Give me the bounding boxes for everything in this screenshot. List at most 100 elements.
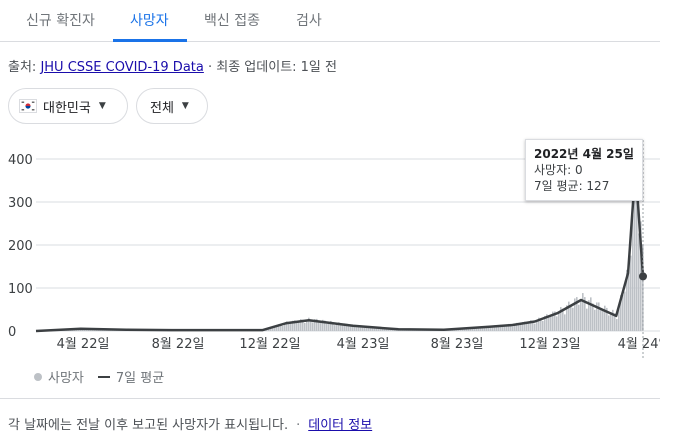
daily-bar bbox=[370, 327, 372, 331]
daily-bar bbox=[302, 319, 304, 331]
y-tick-label: 100 bbox=[8, 282, 33, 297]
daily-bar bbox=[592, 303, 594, 331]
daily-bar bbox=[282, 325, 284, 331]
daily-bar bbox=[286, 321, 288, 331]
daily-bar bbox=[488, 326, 490, 331]
daily-bar bbox=[318, 321, 320, 331]
tooltip-date: 2022년 4월 25일 bbox=[534, 147, 634, 161]
daily-bar bbox=[520, 324, 522, 331]
daily-bar bbox=[530, 320, 532, 331]
daily-bar bbox=[342, 325, 344, 331]
y-tick-label: 0 bbox=[8, 325, 16, 340]
tab-new-cases[interactable]: 신규 확진자 bbox=[26, 13, 95, 29]
daily-bar bbox=[566, 305, 568, 331]
daily-bar bbox=[624, 291, 626, 331]
daily-bar bbox=[338, 322, 340, 331]
x-tick-label: 8월 22일 bbox=[152, 337, 205, 352]
source-prefix: 출처: bbox=[8, 60, 41, 75]
daily-bar bbox=[460, 329, 462, 331]
daily-bar bbox=[306, 319, 308, 331]
daily-bar bbox=[332, 322, 334, 331]
daily-bar bbox=[510, 324, 512, 331]
daily-bar bbox=[386, 328, 388, 331]
daily-bar bbox=[600, 309, 602, 331]
daily-bar bbox=[308, 317, 310, 331]
daily-bar bbox=[546, 314, 548, 331]
daily-bar bbox=[376, 326, 378, 331]
region-dropdown[interactable]: 대한민국 ▼ bbox=[8, 88, 128, 124]
active-tab-indicator bbox=[113, 39, 187, 42]
footer-text: 각 날짜에는 전날 이후 보고된 사망자가 표시됩니다. bbox=[8, 418, 289, 433]
daily-bar bbox=[294, 320, 296, 331]
daily-bar bbox=[296, 322, 298, 331]
tab-vaccinations[interactable]: 백신 접종 bbox=[204, 13, 260, 29]
daily-bar bbox=[534, 323, 536, 331]
daily-bar bbox=[348, 325, 350, 331]
daily-bar bbox=[284, 322, 286, 331]
hover-point bbox=[639, 272, 647, 281]
daily-bar bbox=[334, 325, 336, 331]
deaths-chart[interactable]: 0 100 200 300 400 4월 22일 8월 22일 12월 22일 4월 23일 8… bbox=[0, 140, 660, 360]
daily-bar bbox=[354, 325, 356, 331]
daily-bar bbox=[290, 323, 292, 331]
range-dropdown[interactable]: 전체 ▼ bbox=[136, 88, 208, 124]
daily-bar bbox=[586, 308, 588, 331]
daily-bar bbox=[490, 327, 492, 331]
daily-bar bbox=[550, 316, 552, 331]
daily-bar bbox=[506, 325, 508, 331]
daily-bar bbox=[526, 323, 528, 331]
daily-bar bbox=[274, 327, 276, 331]
daily-bar bbox=[346, 323, 348, 331]
x-tick-label: 4월 22일 bbox=[57, 337, 110, 352]
daily-bar bbox=[310, 319, 312, 331]
tab-tests[interactable]: 검사 bbox=[296, 13, 322, 29]
legend-average: 7일 평균 bbox=[115, 371, 165, 386]
daily-bar bbox=[500, 324, 502, 331]
tab-deaths[interactable]: 사망자 bbox=[130, 13, 169, 29]
tooltip-average: 7일 평균: 127 bbox=[534, 179, 610, 193]
daily-bar bbox=[270, 327, 272, 331]
source-line: 출처: JHU CSSE COVID-19 Data · 최종 업데이트: 1일… bbox=[8, 56, 337, 75]
daily-bar bbox=[366, 326, 368, 331]
daily-bar bbox=[572, 307, 574, 331]
daily-bar bbox=[596, 302, 598, 331]
daily-bar bbox=[328, 322, 330, 331]
chevron-down-icon: ▼ bbox=[181, 101, 189, 111]
daily-bar bbox=[594, 309, 596, 331]
daily-bar bbox=[340, 324, 342, 331]
daily-bar bbox=[630, 255, 632, 331]
footer-separator: · bbox=[296, 418, 301, 433]
daily-bar bbox=[584, 297, 586, 331]
daily-bar bbox=[582, 293, 584, 331]
daily-bar bbox=[522, 322, 524, 331]
data-info-link[interactable]: 데이터 정보 bbox=[308, 418, 373, 433]
daily-bar bbox=[568, 301, 570, 331]
daily-bar bbox=[632, 215, 634, 331]
daily-bar bbox=[482, 327, 484, 331]
daily-bar bbox=[350, 325, 352, 331]
daily-bar bbox=[612, 309, 614, 331]
daily-bar bbox=[574, 298, 576, 331]
daily-bar bbox=[336, 322, 338, 331]
daily-bar bbox=[288, 322, 290, 331]
daily-bar bbox=[324, 320, 326, 331]
daily-bar bbox=[298, 321, 300, 331]
daily-bar bbox=[608, 315, 610, 331]
source-link[interactable]: JHU CSSE COVID-19 Data bbox=[40, 60, 204, 75]
daily-bar bbox=[368, 326, 370, 331]
daily-bar bbox=[518, 323, 520, 331]
daily-bar bbox=[590, 297, 592, 331]
daily-bar bbox=[360, 325, 362, 331]
daily-bar bbox=[588, 300, 590, 331]
daily-bar bbox=[606, 307, 608, 331]
daily-bar bbox=[508, 323, 510, 331]
daily-bar bbox=[486, 325, 488, 331]
daily-bar bbox=[478, 326, 480, 331]
daily-bar bbox=[476, 327, 478, 331]
tooltip-deaths: 사망자: 0 bbox=[534, 163, 583, 177]
daily-bar bbox=[292, 320, 294, 331]
y-tick-label: 200 bbox=[8, 239, 33, 254]
daily-bar bbox=[82, 329, 84, 331]
daily-bar bbox=[562, 308, 564, 331]
daily-bar bbox=[364, 327, 366, 331]
